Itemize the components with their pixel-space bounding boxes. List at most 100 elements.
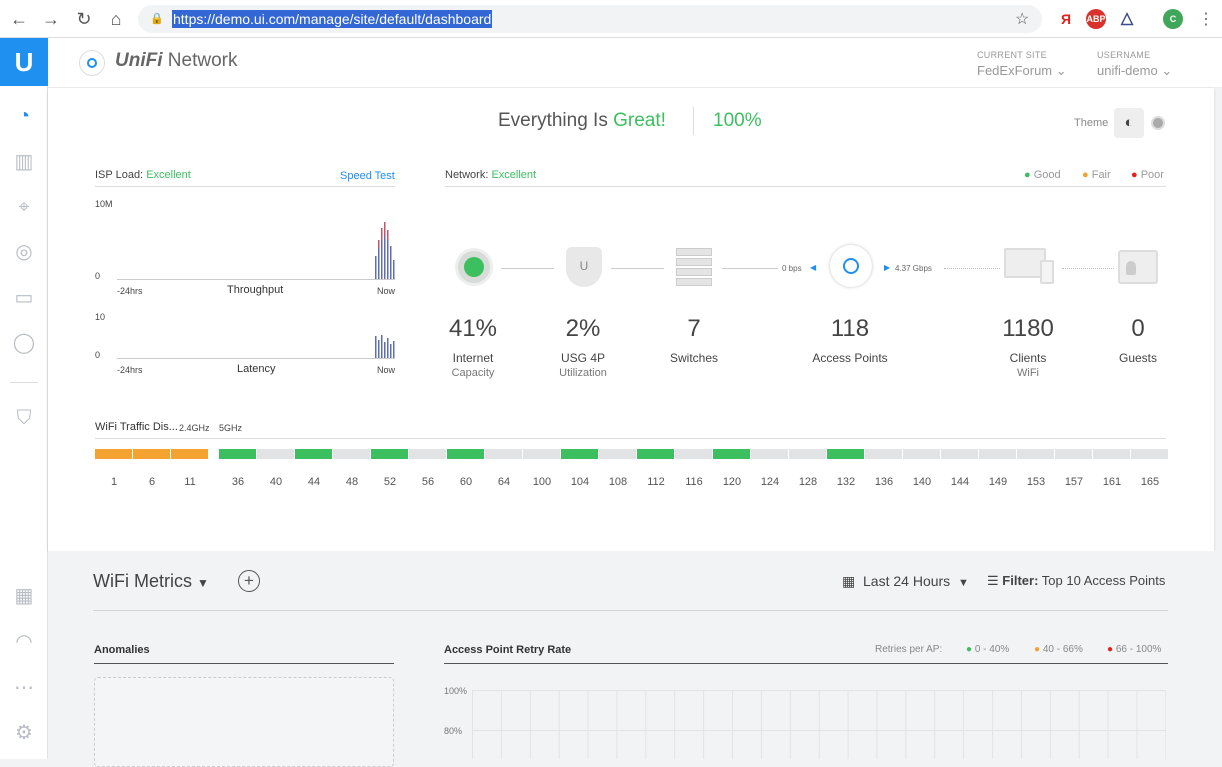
channel-label: 112	[647, 476, 665, 488]
switch-stack-icon[interactable]	[676, 248, 712, 286]
theme-toggle-icon[interactable]: ◐	[1114, 108, 1144, 138]
channel-bar	[95, 449, 132, 459]
arrow-right-icon: ▶	[884, 263, 891, 272]
bell-icon[interactable]: ◠	[15, 631, 33, 653]
link-line	[611, 268, 664, 269]
ubiquiti-logo-icon[interactable]: U	[0, 38, 48, 86]
guest-badge-icon[interactable]	[1118, 250, 1158, 284]
back-icon[interactable]: ←	[10, 9, 28, 29]
throughput-max: 10M	[95, 199, 113, 209]
retry-rule	[444, 663, 1168, 664]
guests-label: Guests	[1118, 351, 1157, 365]
map-icon[interactable]: ⌖	[18, 196, 30, 218]
throughput-min: 0	[95, 271, 101, 281]
menu-icon[interactable]: ⋮	[1198, 11, 1214, 28]
clients-sub: WiFi	[1017, 367, 1039, 379]
site-label: CURRENT SITE	[977, 50, 1047, 60]
devices-icon[interactable]: ◎	[15, 241, 33, 263]
time-range-dropdown[interactable]: ▦ Last 24 Hours ▼	[842, 573, 969, 589]
legend-poor: ● Poor	[1131, 169, 1164, 181]
latency-bars	[375, 335, 395, 358]
filter-dropdown[interactable]: ☰ Filter: Top 10 Access Points	[987, 573, 1166, 588]
throughput-from: -24hrs	[117, 286, 143, 296]
forward-icon[interactable]: →	[42, 9, 60, 29]
y-axis-80: 80%	[444, 726, 463, 736]
anomalies-title: Anomalies	[94, 644, 150, 656]
channel-label: 157	[1064, 476, 1084, 488]
site-selector[interactable]: FedExForum ⌄	[977, 63, 1067, 78]
settings-icon[interactable]: ⚙	[15, 722, 33, 744]
user-selector[interactable]: unifi-demo ⌄	[1097, 63, 1173, 78]
channel-bar	[171, 449, 208, 459]
retry-rate-title: Access Point Retry Rate	[444, 644, 572, 656]
channel-label: 60	[459, 476, 473, 488]
channel-label: 44	[307, 476, 321, 488]
url-text[interactable]: https://demo.ui.com/manage/site/default/…	[172, 10, 493, 28]
usg-utilization-sub: Utilization	[559, 367, 607, 379]
retry-legend-low: ● 0 - 40%	[966, 644, 1010, 655]
channel-bar	[637, 449, 674, 459]
sidebar: U ◔ ▥ ⌖ ◎ ▭ ◯ ⛉ ▦ ◠ ⋯ ⚙	[0, 38, 48, 759]
chat-icon[interactable]: ⋯	[14, 677, 34, 699]
channel-bar	[485, 449, 522, 459]
y-axis-100: 100%	[444, 686, 468, 696]
add-metric-icon[interactable]: +	[238, 570, 260, 592]
channel-label: 116	[685, 476, 703, 488]
channel-bar	[523, 449, 560, 459]
star-icon[interactable]: ☆	[1015, 11, 1030, 28]
dashboard-icon[interactable]: ◔	[17, 105, 31, 127]
channel-label: 140	[912, 476, 932, 488]
arrow-left-icon: ◀	[810, 263, 817, 272]
shield-icon[interactable]: ⛉	[16, 407, 32, 429]
status-percent: 100%	[713, 110, 762, 131]
client-devices-icon[interactable]	[1004, 248, 1056, 286]
dark-theme-icon[interactable]	[1151, 116, 1165, 130]
channel-label: 165	[1140, 476, 1160, 488]
switches-label: Switches	[669, 351, 719, 365]
retry-grid	[472, 690, 1166, 759]
speed-test-link[interactable]: Speed Test	[340, 170, 395, 182]
guests-value: 0	[1131, 315, 1145, 342]
channel-label: 64	[497, 476, 511, 488]
band-5-label: 5GHz	[219, 423, 243, 433]
access-point-icon[interactable]	[830, 245, 872, 287]
channel-bar	[371, 449, 408, 459]
sidebar-divider	[10, 382, 38, 383]
channel-bar	[751, 449, 788, 459]
channel-label: 161	[1102, 476, 1122, 488]
yandex-icon[interactable]: Я	[1056, 9, 1076, 29]
channel-label: 104	[570, 476, 590, 488]
internet-globe-icon[interactable]	[455, 248, 493, 286]
calendar-icon[interactable]: ▦	[14, 585, 34, 607]
extension-icon[interactable]: △	[1117, 9, 1137, 29]
profile-icon[interactable]: C	[1163, 9, 1183, 29]
reload-icon[interactable]: ↻	[76, 9, 92, 29]
channel-bar	[409, 449, 446, 459]
chevron-down-icon: ⌄	[1055, 63, 1067, 78]
channel-label: 1	[110, 476, 118, 488]
gateway-shield-icon[interactable]: U	[566, 247, 602, 287]
statistics-icon[interactable]: ▥	[14, 151, 34, 173]
wifi-metrics-dropdown[interactable]: WiFi Metrics ▼	[93, 571, 209, 591]
isp-load-title: ISP Load: Excellent	[95, 169, 191, 181]
channel-bar	[1055, 449, 1092, 459]
channel-bar	[333, 449, 370, 459]
internet-capacity-value: 41%	[448, 315, 498, 342]
anomalies-empty-box	[94, 677, 394, 767]
latency-to: Now	[377, 365, 396, 375]
lock-icon: 🔒	[150, 13, 164, 25]
internet-capacity-sub: Capacity	[451, 367, 495, 379]
channel-bar	[599, 449, 636, 459]
link-line	[944, 268, 1000, 269]
clients-icon[interactable]: ▭	[14, 287, 34, 309]
channel-bar	[133, 449, 170, 459]
clients-value: 1180	[1002, 315, 1054, 342]
insights-icon[interactable]: ◯	[12, 332, 36, 354]
adblock-icon[interactable]: ABP	[1086, 9, 1106, 29]
channel-bar	[675, 449, 712, 459]
link-up-rate: 4.37 Gbps	[895, 264, 932, 273]
throughput-bars	[375, 222, 395, 279]
usg-utilization-value: 2%	[565, 315, 601, 342]
band-24-label: 2.4GHz	[179, 423, 210, 433]
home-icon[interactable]: ⌂	[110, 9, 122, 29]
